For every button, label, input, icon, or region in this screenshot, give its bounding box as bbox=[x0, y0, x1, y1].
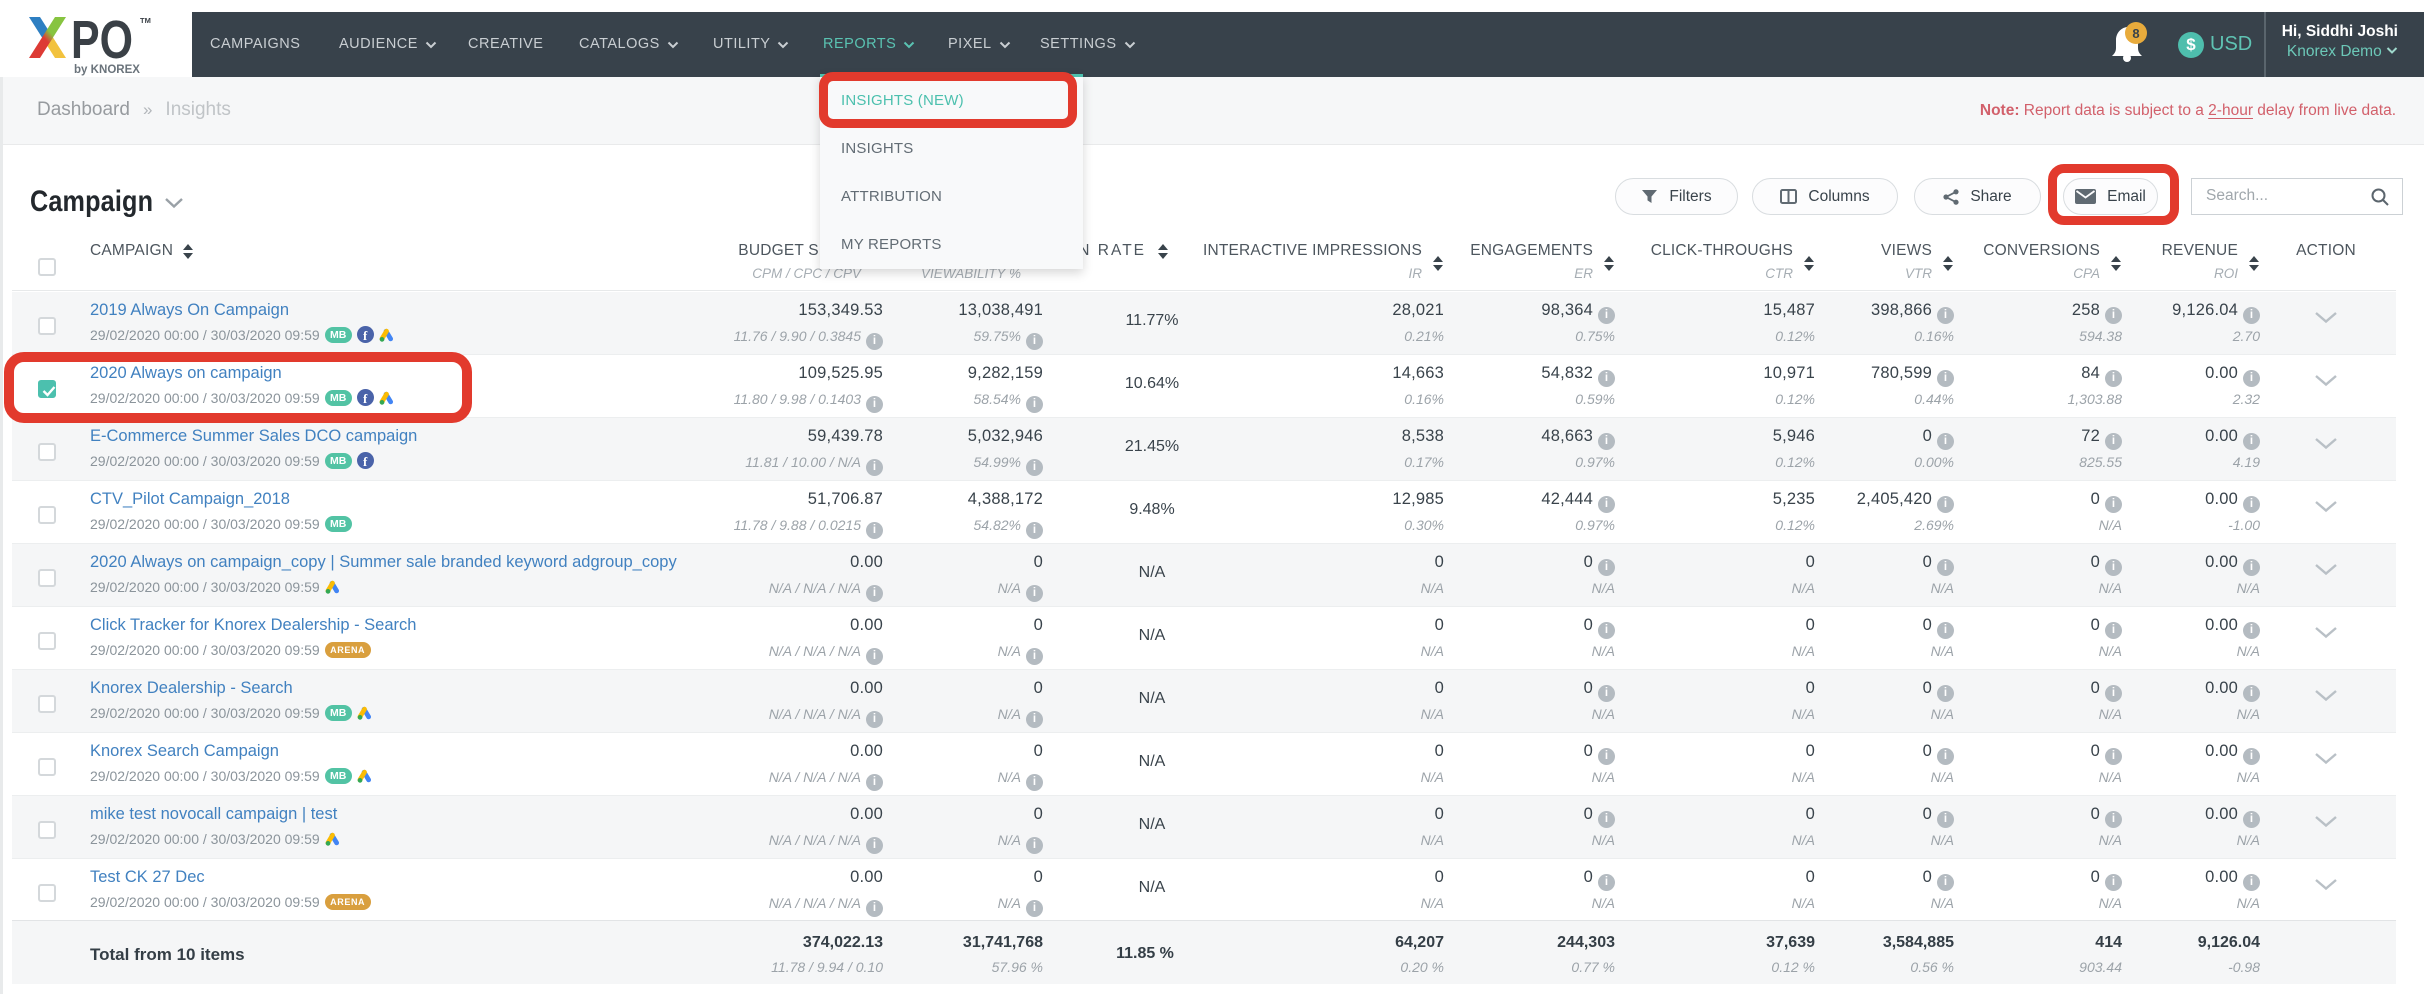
svg-text:PO: PO bbox=[71, 12, 133, 70]
svg-text:8: 8 bbox=[2132, 26, 2139, 41]
svg-text:TM: TM bbox=[140, 16, 151, 25]
svg-text:by KNOREX: by KNOREX bbox=[74, 62, 140, 76]
